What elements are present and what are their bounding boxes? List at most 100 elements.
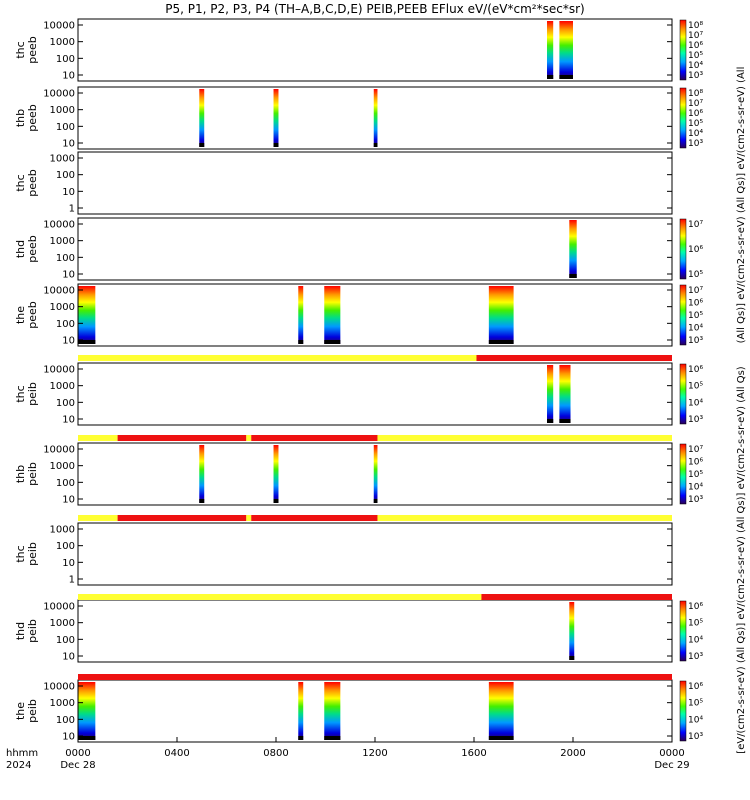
colorbar-tick-label: 10³ — [688, 495, 703, 505]
colorbar-tick-label: 10³ — [688, 732, 703, 742]
y-tick-label: 1 — [69, 575, 75, 586]
spectrogram-floor — [324, 340, 341, 344]
colorbar-tick-label: 10⁵ — [688, 699, 703, 709]
y-tick-label: 1000 — [50, 461, 75, 472]
colorbar — [679, 680, 687, 742]
panel-frame — [77, 86, 673, 150]
y-tick-label: 10000 — [43, 445, 75, 456]
colorbar-tick-label: 10³ — [688, 71, 703, 81]
colorbar-tick-label: 10⁶ — [688, 602, 703, 612]
x-tick-label: 0000 — [659, 748, 684, 759]
panel-frame — [77, 283, 673, 347]
colorbar-tick-label: 10⁴ — [688, 398, 703, 408]
panel-5: 10000 1000 100 10 the peeb 10⁷ 10⁶ 10⁵ 10⁴ 10³ — [14, 283, 703, 347]
y-tick-label: 100 — [56, 54, 75, 65]
colorbar — [679, 218, 687, 280]
spectrogram-strip — [78, 286, 96, 344]
panel-9: 10000 1000 100 10 thd peib 10⁶ 10⁵ 10⁴ 10³ — [14, 599, 703, 663]
x-date-label: Dec 28 — [60, 760, 95, 771]
colorbar — [679, 284, 687, 346]
spectrogram-floor — [569, 274, 577, 278]
panel-ylabel: thd — [14, 240, 27, 258]
colorbar-tick-label: 10⁵ — [688, 382, 703, 392]
chart-title: P5, P1, P2, P3, P4 (TH–A,B,C,D,E) PEIB,P… — [165, 2, 585, 16]
spectrogram-strip — [324, 286, 341, 344]
x-tick-label: 0400 — [164, 748, 189, 759]
panel-ylabel: peeb — [26, 235, 39, 263]
colorbar-tick-label: 10⁵ — [688, 470, 703, 480]
y-tick-label: 10 — [62, 495, 75, 506]
panel-8: 1000 100 10 1 thc peib — [14, 522, 673, 586]
colorbar-tick-label: 10⁶ — [688, 458, 703, 468]
flag-segment — [377, 435, 672, 441]
spectrogram-floor — [78, 340, 96, 344]
side-units-label: [eV/(cm2-s-sr-eV) (All Qs)] eV/(cm2-s-sr… — [736, 366, 747, 754]
panel-ylabel: peeb — [26, 301, 39, 329]
flag-segment — [78, 355, 477, 361]
spectrogram-strip — [488, 682, 514, 740]
spectrogram-floor — [78, 736, 96, 740]
spectrogram-strip — [273, 89, 279, 147]
panel-ylabel: thc — [14, 545, 27, 562]
spectrogram-strip — [488, 286, 514, 344]
spectrogram-floor — [298, 736, 304, 740]
colorbar-tick-label: 10⁶ — [688, 41, 703, 51]
colorbar — [679, 443, 687, 505]
y-tick-label: 10 — [62, 732, 75, 743]
spectrogram-strip — [324, 682, 341, 740]
panel-ylabel: thd — [14, 622, 27, 640]
spectrogram-floor — [547, 419, 554, 423]
flag-segment — [117, 435, 247, 441]
y-tick-label: 1000 — [50, 105, 75, 116]
colorbar-tick-label: 10⁷ — [688, 286, 703, 296]
y-tick-label: 10 — [62, 139, 75, 150]
y-tick-label: 1000 — [50, 381, 75, 392]
flag-segment — [246, 515, 252, 521]
spectrogram-strip — [298, 286, 304, 344]
spectrogram-floor — [488, 736, 514, 740]
spectrogram-floor — [298, 340, 304, 344]
panel-ylabel: thb — [14, 465, 27, 483]
colorbar-tick-label: 10⁵ — [688, 311, 703, 321]
colorbar-tick-label: 10⁷ — [688, 445, 703, 455]
colorbar-tick-label: 10⁴ — [688, 61, 703, 71]
spectrogram-floor — [199, 499, 205, 503]
y-tick-label: 10000 — [43, 220, 75, 231]
flag-segment — [78, 594, 482, 600]
panel-frame — [77, 679, 673, 743]
panel-frame — [77, 362, 673, 426]
x-tick-label: 0800 — [263, 748, 288, 759]
panel-3: 1000 100 10 1 thc peeb — [14, 151, 673, 215]
colorbar-tick-label: 10⁴ — [688, 483, 703, 493]
colorbar-tick-label: 10³ — [688, 415, 703, 425]
panel-ylabel: thc — [14, 385, 27, 402]
flag-segment — [246, 435, 252, 441]
flag-segment — [481, 594, 672, 600]
y-tick-label: 1 — [69, 204, 75, 215]
side-units-label: (All Qs)] eV/(cm2-s-sr-eV) (All Qs)] eV/… — [736, 67, 747, 344]
spectrogram-strip — [273, 445, 279, 503]
colorbar-tick-label: 10⁶ — [688, 682, 703, 692]
y-tick-label: 10 — [62, 652, 75, 663]
panel-ylabel: peib — [26, 542, 39, 566]
panel-frame — [77, 18, 673, 82]
colorbar-tick-label: 10⁵ — [688, 51, 703, 61]
x-tick-label: 2000 — [560, 748, 585, 759]
flag-bar — [78, 435, 672, 441]
colorbar-tick-label: 10³ — [688, 336, 703, 346]
y-tick-label: 10000 — [43, 365, 75, 376]
colorbar-tick-label: 10⁷ — [688, 31, 703, 41]
y-tick-label: 100 — [56, 541, 75, 552]
y-tick-label: 100 — [56, 478, 75, 489]
spectrogram-strip — [78, 682, 96, 740]
flag-bar — [78, 674, 672, 680]
colorbar — [679, 363, 687, 425]
flag-segment — [251, 515, 378, 521]
colorbar-tick-label: 10⁶ — [688, 245, 703, 255]
y-tick-label: 10 — [62, 270, 75, 281]
panel-ylabel: peeb — [26, 104, 39, 132]
colorbar-tick-label: 10⁴ — [688, 324, 703, 334]
flag-segment — [117, 515, 247, 521]
spectrogram-floor — [547, 75, 554, 79]
